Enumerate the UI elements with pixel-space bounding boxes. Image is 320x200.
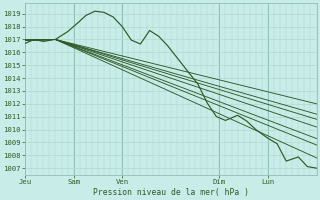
X-axis label: Pression niveau de la mer( hPa ): Pression niveau de la mer( hPa ) xyxy=(93,188,249,197)
